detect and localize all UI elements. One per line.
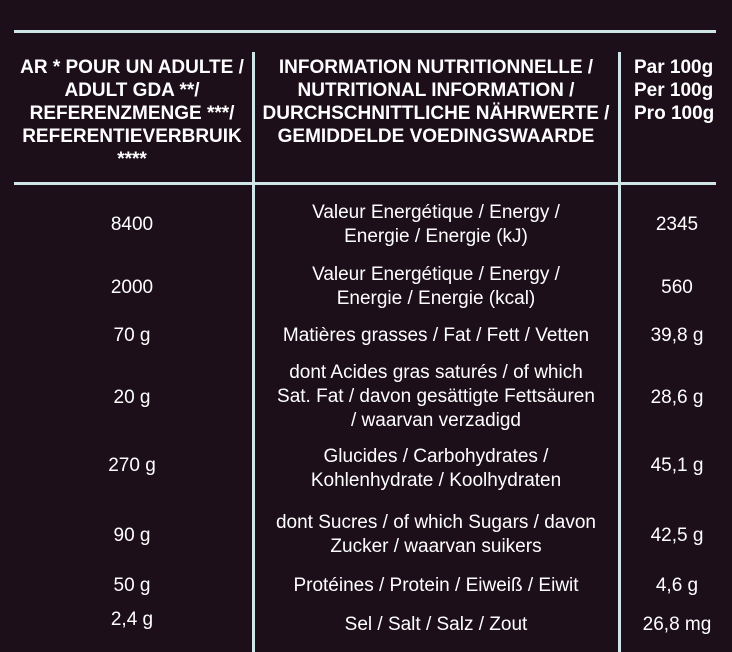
header-nutritional-information: INFORMATION NUTRITIONNELLE / NUTRITIONAL… [262,57,610,147]
row-protein-reference: 50 g [113,575,151,596]
row-sugars-value: 42,5 g [650,525,704,546]
row-energy-kj-label: Valeur Energétique / Energy / Energie / … [312,202,560,247]
row-energy-kj-reference: 8400 [110,214,154,235]
table-top-border [14,30,716,33]
row-protein-value: 4,6 g [655,575,699,596]
row-salt-reference: 2,4 g [110,609,154,630]
row-fat-value: 39,8 g [650,325,704,346]
row-saturated-fat-reference: 20 g [113,387,151,408]
row-carbohydrates-reference: 270 g [108,455,156,476]
row-fat-reference: 70 g [113,325,151,346]
column-divider-1 [252,52,255,652]
row-carbohydrates-label: Glucides / Carbohydrates / Kohlenhydrate… [310,446,562,491]
row-energy-kcal-value: 560 [661,277,693,298]
row-energy-kj-value: 2345 [655,214,699,235]
header-reference-intake: AR * POUR UN ADULTE / ADULT GDA **/ REFE… [20,57,244,170]
row-energy-kcal-reference: 2000 [110,277,154,298]
row-salt-label: Sel / Salt / Salz / Zout [344,614,528,635]
column-divider-2 [618,52,621,652]
row-saturated-fat-label: dont Acides gras saturés / of which Sat.… [277,362,595,431]
header-per-100g: Par 100g Per 100g Pro 100g [634,57,715,124]
row-energy-kcal-label: Valeur Energétique / Energy / Energie / … [312,264,560,309]
header-divider [14,182,716,185]
row-saturated-fat-value: 28,6 g [650,387,704,408]
row-sugars-label: dont Sucres / of which Sugars / davon Zu… [275,512,596,557]
row-carbohydrates-value: 45,1 g [650,455,704,476]
row-protein-label: Protéines / Protein / Eiweiß / Eiwit [293,575,579,596]
row-fat-label: Matières grasses / Fat / Fett / Vetten [282,325,590,346]
row-sugars-reference: 90 g [113,525,151,546]
row-salt-value: 26,8 mg [642,614,712,635]
